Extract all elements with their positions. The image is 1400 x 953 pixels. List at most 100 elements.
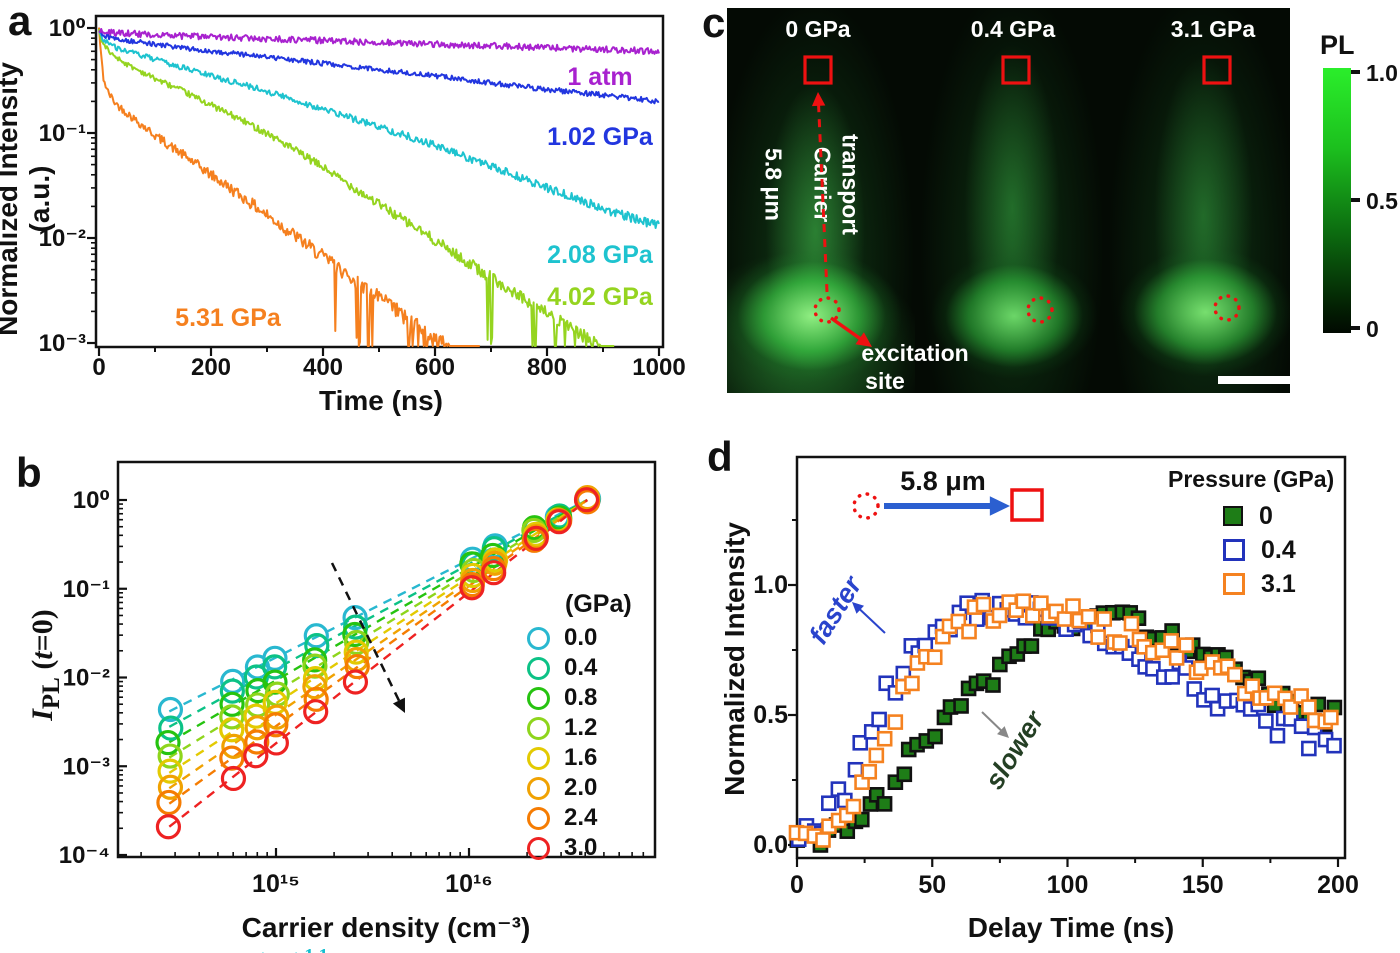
a-ytick: 10⁻² <box>39 225 86 252</box>
panel-d-plot: 0 50 100 150 200 0.0 0.5 1.0 Delay Time (ns) <box>753 455 1359 943</box>
legend-circle-icon <box>527 626 550 650</box>
colorbar-label-05: 0.5 <box>1366 188 1398 214</box>
excitation-site-label-line2: site <box>865 368 905 394</box>
b-xtick: 10¹⁶ <box>445 870 493 898</box>
b-ytick: 10⁰ <box>73 487 110 514</box>
d-xtick: 50 <box>918 871 946 899</box>
d-xtick: 0 <box>790 871 804 899</box>
legend-b-item-2.0: 2.0 <box>527 773 632 803</box>
delay-series-3.1 <box>788 593 1339 848</box>
fit-line-2.0 <box>168 499 588 790</box>
legend-b-value: 2.4 <box>564 804 598 831</box>
a-xtick: 400 <box>303 354 343 381</box>
inset-excitation-circle <box>852 492 880 520</box>
d-xtick: 150 <box>1182 871 1224 899</box>
legend-d-item-0: 0 <box>1168 499 1334 533</box>
curve-label-1-atm: 1 atm <box>567 63 633 91</box>
legend-b-item-1.2: 1.2 <box>527 713 632 743</box>
legend-circle-icon <box>527 746 550 770</box>
legend-d-value: 3.1 <box>1261 569 1296 598</box>
a-ytick: 10⁻³ <box>39 330 86 357</box>
fit-line-3.0 <box>168 499 589 828</box>
d-ytick: 1.0 <box>753 571 788 599</box>
a-xtick: 200 <box>191 354 231 381</box>
pl-image-title-0p4gpa: 0.4 GPa <box>970 16 1056 42</box>
scatter-series-3.0 <box>155 487 600 840</box>
curve-label-1-02-GPa: 1.02 GPa <box>547 123 653 151</box>
collection-square-1 <box>1001 55 1031 85</box>
panel-c-markers <box>803 55 1296 384</box>
fit-line-1.6 <box>168 498 588 774</box>
legend-b-item-0.8: 0.8 <box>527 683 632 713</box>
b-ytick: 10⁻² <box>63 665 110 692</box>
curve-label-4-02-GPa: 4.02 GPa <box>547 283 653 311</box>
legend-d-title: Pressure (GPa) <box>1168 466 1335 492</box>
panel-d-label: d <box>707 433 733 480</box>
collection-square-0 <box>803 55 833 85</box>
d-ytick: 0.0 <box>753 831 788 859</box>
decay-curve-4-02-GPa <box>98 28 615 347</box>
legend-circle-icon <box>527 656 550 680</box>
a-xlabel: Time (ns) <box>319 385 443 416</box>
legend-b-title: (GPa) <box>565 590 632 618</box>
b-ytick: 10⁻³ <box>63 753 110 780</box>
legend-b-item-1.6: 1.6 <box>527 743 632 773</box>
inset-distance-label: 5.8 μm <box>900 466 986 496</box>
inset-collection-square <box>1010 488 1044 522</box>
legend-circle-icon <box>527 776 550 800</box>
power-law-annotation-1.1: IPL ∝ (N0)1.1 <box>185 945 328 953</box>
legend-b-item-0.0: 0.0 <box>527 623 632 653</box>
pressure-legend-b: (GPa) 0.0 0.4 0.8 1.2 1.6 2.0 2.4 3.0 <box>527 592 632 863</box>
decay-curve-1-atm <box>98 28 660 55</box>
panel-b-label: b <box>16 449 42 496</box>
pl-image-0p4gpa <box>915 8 1102 393</box>
decay-curve-5-31-GPa <box>98 27 480 347</box>
panel-a-chart: 0 200 400 600 800 1000 10⁰ 10⁻¹ 10⁻² 10⁻³ Time (ns… <box>39 14 686 416</box>
legend-b-item-2.4: 2.4 <box>527 803 632 833</box>
b-xlabel: Carrier density (cm⁻³) <box>242 912 531 943</box>
panel-c-overlay <box>803 55 1296 384</box>
a-ytick: 10⁻¹ <box>39 120 86 147</box>
a-xtick: 600 <box>415 354 455 381</box>
excitation-circle-2 <box>1213 294 1241 322</box>
pl-image-title-0gpa: 0 GPa <box>785 16 851 42</box>
colorbar-tick-1 <box>1351 70 1360 74</box>
legend-d-item-3.1: 3.1 <box>1168 567 1334 601</box>
legend-b-value: 3.0 <box>564 834 598 861</box>
legend-b-item-0.4: 0.4 <box>527 653 632 683</box>
colorbar-tick-0 <box>1351 326 1360 330</box>
pressure-legend-d: Pressure (GPa) 0 0.4 3.1 <box>1168 468 1334 601</box>
fit-line-0.0 <box>168 498 588 713</box>
a-xtick: 800 <box>527 354 567 381</box>
legend-b-value: 0.0 <box>564 624 598 651</box>
b-xtick: 10¹⁵ <box>252 870 300 898</box>
transport-inset: 5.8 μm <box>852 466 1044 522</box>
colorbar-label-0: 0 <box>1366 316 1379 342</box>
legend-b-value: 0.8 <box>564 684 598 711</box>
panel-a-label: a <box>8 0 32 44</box>
legend-b-value: 0.4 <box>564 654 598 681</box>
legend-d-value: 0 <box>1259 501 1273 530</box>
legend-square-icon <box>1223 539 1245 561</box>
panel-b-chart: 10¹⁵ 10¹⁶ 10⁰ 10⁻¹ 10⁻² 10⁻³ 10⁻⁴ Carrier densi… <box>59 460 657 943</box>
excitation-circle-0 <box>813 296 841 324</box>
panel-c-label: c <box>702 0 726 46</box>
excitation-circle-1 <box>1026 296 1054 324</box>
colorbar-title: PL <box>1320 30 1355 60</box>
legend-d-value: 0.4 <box>1261 535 1296 564</box>
d-xtick: 100 <box>1047 871 1089 899</box>
d-xtick: 200 <box>1317 871 1359 899</box>
legend-circle-icon <box>527 716 550 740</box>
decay-curve-2-08-GPa <box>98 31 660 229</box>
pl-image-0gpa <box>727 8 915 393</box>
scale-bar <box>1218 376 1296 384</box>
pl-image-block <box>727 8 1290 393</box>
legend-d-item-0.4: 0.4 <box>1168 533 1334 567</box>
pl-colorbar <box>1323 68 1351 333</box>
a-ytick: 10⁰ <box>49 15 86 42</box>
panel-d-chart: 0 50 100 150 200 0.0 0.5 1.0 Delay Time (ns) 5.8 … <box>753 455 1359 943</box>
a-xtick: 0 <box>92 354 105 381</box>
pl-image-title-3p1gpa: 3.1 GPa <box>1170 16 1256 42</box>
curve-label-5-31-GPa: 5.31 GPa <box>175 304 281 332</box>
